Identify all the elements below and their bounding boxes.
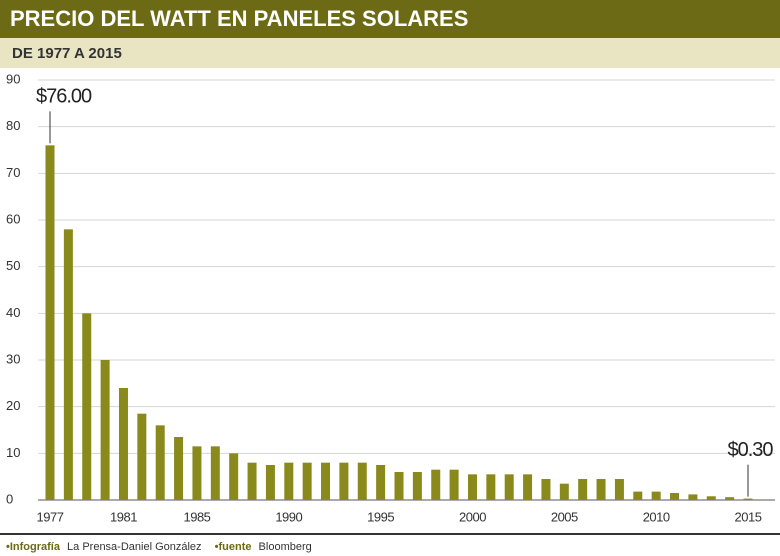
bar	[688, 494, 698, 500]
chart-title: PRECIO DEL WATT EN PANELES SOLARES	[10, 6, 468, 31]
bar	[265, 465, 275, 500]
x-tick-label: 1995	[367, 509, 394, 524]
bar	[357, 462, 367, 500]
data-label: $0.30	[727, 439, 773, 461]
footer: •Infografía La Prensa-Daniel González •f…	[6, 541, 312, 553]
bar	[118, 388, 128, 500]
y-tick-label: 70	[6, 165, 20, 180]
y-tick-label: 10	[6, 445, 20, 460]
bar	[614, 479, 624, 500]
bar	[523, 474, 533, 500]
source-label: •fuente	[215, 541, 252, 553]
bar	[376, 465, 386, 500]
y-tick-label: 60	[6, 211, 20, 226]
bar	[210, 446, 220, 500]
bar	[559, 483, 569, 500]
chart-subtitle: DE 1977 A 2015	[12, 45, 122, 62]
bar	[63, 229, 73, 501]
bar	[229, 453, 239, 500]
bar	[431, 469, 441, 500]
bar	[284, 462, 294, 500]
bar	[651, 491, 661, 500]
bar	[137, 413, 147, 500]
x-tick-label: 1990	[275, 509, 302, 524]
subtitle-bar	[0, 38, 780, 68]
x-tick-label: 2005	[551, 509, 578, 524]
y-tick-label: 40	[6, 305, 20, 320]
bar	[82, 313, 92, 500]
bar	[339, 462, 349, 500]
bar	[578, 479, 588, 500]
bar	[743, 498, 753, 500]
bar	[596, 479, 606, 500]
y-tick-label: 90	[6, 71, 20, 86]
y-tick-label: 20	[6, 398, 20, 413]
data-label: $76.00	[36, 86, 92, 108]
bar	[541, 479, 551, 500]
bar	[504, 474, 514, 500]
bar	[486, 474, 496, 500]
bar	[192, 446, 202, 500]
x-tick-label: 1977	[37, 509, 64, 524]
bar	[633, 491, 643, 500]
title-bar	[0, 0, 780, 38]
bar	[449, 469, 459, 500]
bar	[394, 472, 404, 500]
y-tick-label: 50	[6, 258, 20, 273]
bar	[412, 472, 422, 500]
bar	[467, 474, 477, 500]
bar	[725, 497, 735, 500]
source: Bloomberg	[259, 541, 312, 553]
x-tick-label: 2015	[735, 509, 762, 524]
x-tick-label: 1985	[183, 509, 210, 524]
bar	[302, 462, 312, 500]
bar	[670, 493, 680, 500]
credit-label: •Infografía	[6, 541, 61, 553]
x-tick-label: 2000	[459, 509, 486, 524]
credit: La Prensa-Daniel González	[67, 541, 202, 553]
x-tick-label: 1981	[110, 509, 137, 524]
bar	[247, 462, 257, 500]
y-tick-label: 0	[6, 491, 13, 506]
bar	[321, 462, 331, 500]
x-tick-label: 2010	[643, 509, 670, 524]
bar	[174, 437, 184, 500]
bar	[706, 496, 716, 500]
y-tick-label: 80	[6, 118, 20, 133]
y-tick-label: 30	[6, 351, 20, 366]
bar	[45, 145, 55, 501]
bar	[155, 425, 165, 500]
bar	[100, 360, 110, 500]
